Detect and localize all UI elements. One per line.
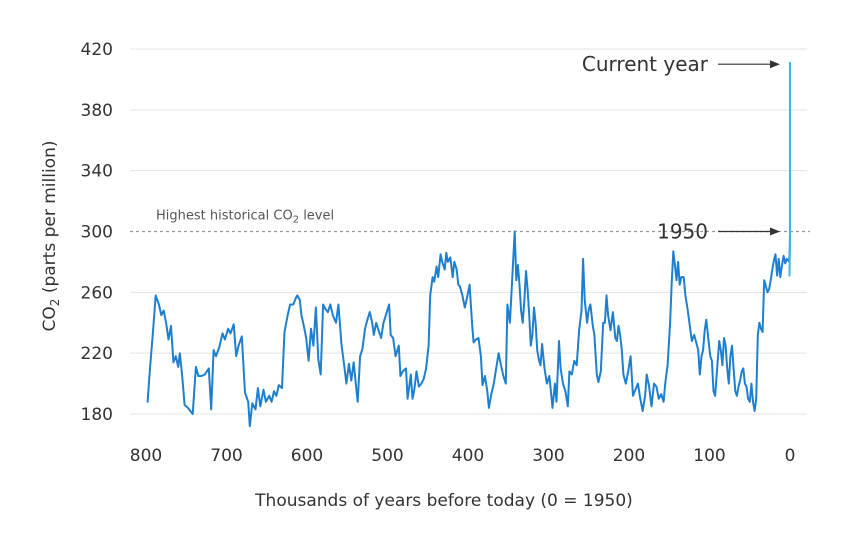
y-tick-label-300: 300 bbox=[81, 223, 113, 243]
x-tick-label-300: 300 bbox=[532, 446, 564, 466]
annotation-arrowhead-1 bbox=[770, 227, 780, 236]
y-tick-label-260: 260 bbox=[81, 283, 113, 303]
y-tick-label-220: 220 bbox=[81, 344, 113, 364]
series-lines bbox=[146, 61, 791, 428]
annotations: Current year 1950 bbox=[582, 52, 780, 244]
x-tick-label-500: 500 bbox=[371, 446, 403, 466]
y-tick-label-180: 180 bbox=[81, 405, 113, 425]
x-tick-label-200: 200 bbox=[613, 446, 645, 466]
series-line-1 bbox=[788, 61, 791, 277]
annotation-arrowhead-0 bbox=[770, 60, 780, 69]
y-tick-label-380: 380 bbox=[81, 101, 113, 121]
x-tick-label-0: 0 bbox=[785, 446, 796, 466]
y-tick-label-420: 420 bbox=[81, 40, 113, 60]
series-line-0 bbox=[146, 230, 791, 428]
y-axis-ticks: 180 220 260 300 340 380 420 bbox=[81, 40, 113, 425]
x-tick-label-600: 600 bbox=[291, 446, 323, 466]
annotation-label-1: 1950 bbox=[657, 220, 708, 244]
x-tick-label-800: 800 bbox=[130, 446, 162, 466]
x-tick-label-400: 400 bbox=[452, 446, 484, 466]
x-axis-ticks: 800 700 600 500 400 300 200 100 0 bbox=[130, 446, 796, 466]
x-tick-label-100: 100 bbox=[693, 446, 725, 466]
threshold-label: Highest historical CO2 level bbox=[156, 209, 334, 226]
x-axis-title: Thousands of years before today (0 = 195… bbox=[254, 491, 633, 511]
x-tick-label-700: 700 bbox=[210, 446, 242, 466]
y-axis-title: CO2 (parts per million) bbox=[40, 141, 62, 332]
annotation-label-0: Current year bbox=[582, 52, 709, 76]
y-tick-label-340: 340 bbox=[81, 162, 113, 182]
